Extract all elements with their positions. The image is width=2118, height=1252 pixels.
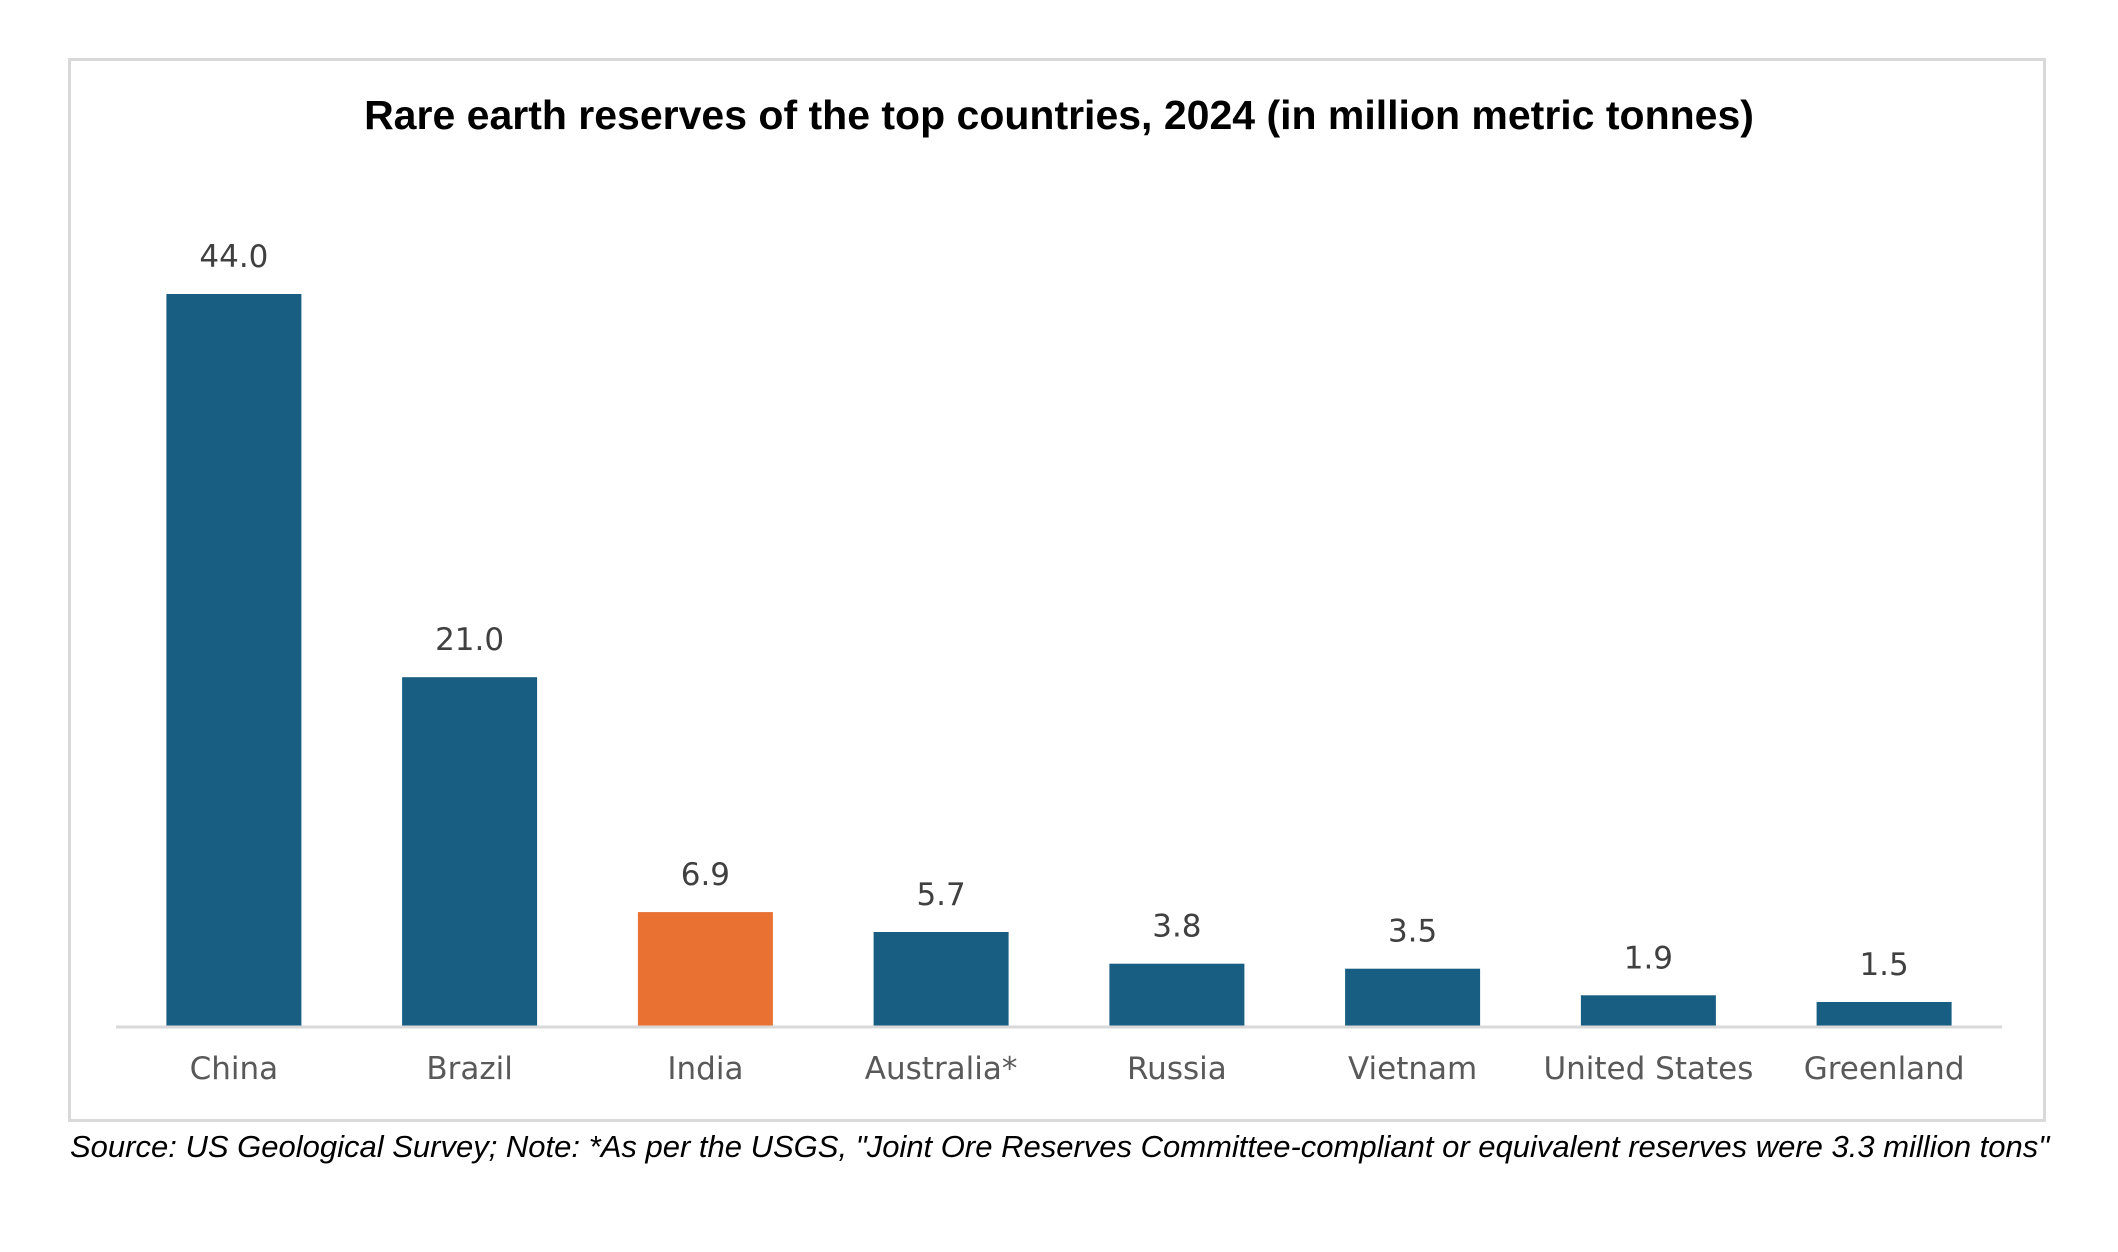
data-label: 3.8 (1152, 909, 1201, 945)
category-tick-label: Vietnam (1348, 1051, 1477, 1087)
category-tick-label: Australia* (865, 1051, 1018, 1087)
bar-greenland (1816, 1002, 1952, 1027)
bar-vietnam (1345, 968, 1481, 1027)
bar-australia (873, 932, 1009, 1027)
data-label: 6.9 (681, 857, 730, 893)
category-tick-label: Greenland (1804, 1051, 1965, 1087)
labels-layer: 44.0 China 21.0 Brazil 6.9 India 5.7 Australia*… (190, 239, 1965, 1087)
source-note: Source: US Geological Survey; Note: *As … (70, 1129, 2050, 1164)
data-label: 1.5 (1859, 947, 1908, 983)
bar-china (166, 294, 302, 1027)
data-label: 1.9 (1624, 940, 1673, 976)
data-label: 44.0 (199, 239, 268, 275)
category-tick-label: China (190, 1051, 279, 1087)
chart-title: Rare earth reserves of the top countries… (364, 92, 1754, 138)
bar-brazil (402, 677, 538, 1027)
data-label: 3.5 (1388, 914, 1437, 950)
bar-india (637, 912, 773, 1027)
data-label: 21.0 (435, 622, 504, 658)
category-tick-label: India (667, 1051, 743, 1087)
bar-russia (1109, 963, 1245, 1027)
chart-frame (68, 58, 2046, 1122)
data-label: 5.7 (916, 877, 965, 913)
category-tick-label: United States (1543, 1051, 1753, 1087)
bars-layer (166, 294, 1952, 1027)
category-tick-label: Russia (1127, 1051, 1227, 1087)
bar-united-states (1580, 995, 1716, 1027)
category-tick-label: Brazil (426, 1051, 513, 1087)
